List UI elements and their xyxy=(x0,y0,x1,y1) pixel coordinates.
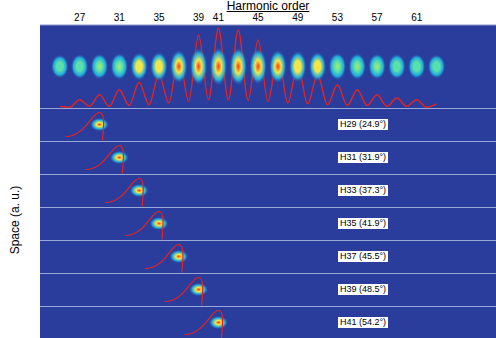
html-text:H35 (41.9°): H35 (41.9°) xyxy=(340,218,387,228)
html-text:H41 (54.2°): H41 (54.2°) xyxy=(340,317,387,327)
svg-text:49: 49 xyxy=(292,12,304,23)
html-text:H29 (24.9°): H29 (24.9°) xyxy=(340,119,387,129)
html-text:H31 (31.9°): H31 (31.9°) xyxy=(340,152,387,162)
svg-text:31: 31 xyxy=(114,12,126,23)
html-text:Space (a. u.): Space (a. u.) xyxy=(8,185,22,255)
svg-text:57: 57 xyxy=(371,12,383,23)
svg-text:53: 53 xyxy=(332,12,344,23)
html-text:H39 (48.5°): H39 (48.5°) xyxy=(340,284,387,294)
svg-text:45: 45 xyxy=(253,12,265,23)
html-text:Harmonic order: Harmonic order xyxy=(226,0,310,13)
html-text:H37 (45.5°): H37 (45.5°) xyxy=(340,251,387,261)
svg-text:41: 41 xyxy=(213,12,225,23)
svg-text:27: 27 xyxy=(74,12,86,23)
svg-text:61: 61 xyxy=(411,12,423,23)
svg-text:39: 39 xyxy=(193,12,205,23)
svg-text:35: 35 xyxy=(153,12,165,23)
html-text:H33 (37.3°): H33 (37.3°) xyxy=(340,185,387,195)
